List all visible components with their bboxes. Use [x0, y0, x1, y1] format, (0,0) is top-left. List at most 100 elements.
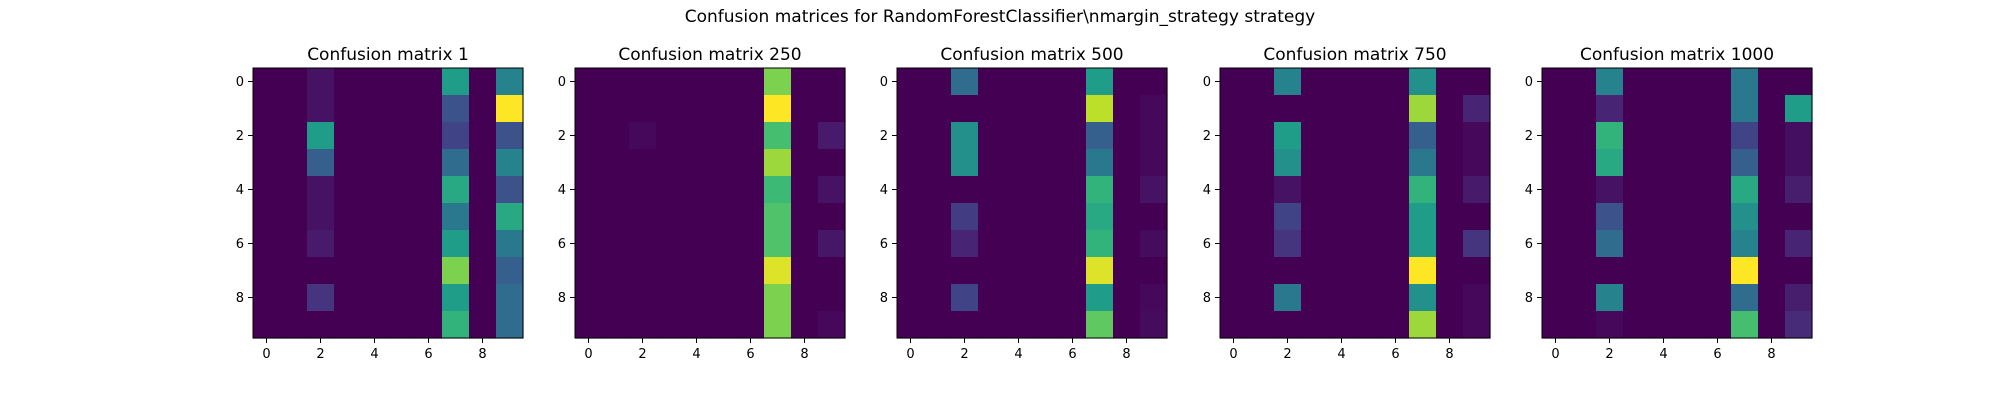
heatmap-cell: [1596, 311, 1624, 339]
heatmap-cell: [737, 284, 765, 312]
heatmap-cell: [1704, 95, 1732, 123]
y-tick-label: 2: [1203, 129, 1211, 144]
heatmap-cell: [683, 230, 711, 258]
heatmap-cell: [683, 176, 711, 204]
y-tick-label: 2: [1525, 129, 1533, 144]
heatmap-cell: [1677, 95, 1705, 123]
heatmap-cell: [1542, 176, 1570, 204]
heatmap-cell: [1704, 122, 1732, 150]
heatmap-cell: [1623, 122, 1651, 150]
heatmap-cell: [253, 284, 281, 312]
heatmap-cell: [388, 257, 416, 285]
heatmap-cell: [1677, 284, 1705, 312]
heatmap-cell: [683, 311, 711, 339]
heatmap-cell: [442, 257, 470, 285]
heatmap-cell: [307, 68, 335, 96]
x-tick-label: 0: [262, 347, 270, 362]
heatmap-cell: [307, 230, 335, 258]
heatmap-cell: [656, 203, 684, 231]
heatmap-cell: [1220, 284, 1248, 312]
heatmap-cell: [1140, 257, 1168, 285]
heatmap-cell: [1220, 257, 1248, 285]
heatmap-cell: [1409, 68, 1437, 96]
heatmap-cell: [951, 203, 979, 231]
heatmap-cell: [253, 149, 281, 177]
heatmap-cell: [1005, 230, 1033, 258]
heatmap-cell: [1274, 203, 1302, 231]
heatmap-cell: [280, 230, 308, 258]
heatmap-cell: [1220, 230, 1248, 258]
matrix-title: Confusion matrix 750: [1263, 45, 1446, 65]
heatmap-cell: [1569, 68, 1597, 96]
y-tick-label: 8: [1525, 291, 1533, 306]
x-tick-label: 4: [1659, 347, 1667, 362]
x-tick-label: 2: [1605, 347, 1613, 362]
heatmap-cell: [1569, 203, 1597, 231]
heatmap-cell: [415, 230, 443, 258]
heatmap-cell: [629, 203, 657, 231]
heatmap-cell: [307, 149, 335, 177]
heatmap-cell: [1785, 176, 1813, 204]
heatmap-cell: [1596, 284, 1624, 312]
heatmap-cell: [897, 203, 925, 231]
heatmap-cell: [388, 203, 416, 231]
heatmap-cell: [1704, 203, 1732, 231]
heatmap-cell: [1032, 122, 1060, 150]
heatmap-cell: [1059, 311, 1087, 339]
heatmap-cell: [602, 284, 630, 312]
heatmap-cell: [1569, 122, 1597, 150]
heatmap-cell: [442, 203, 470, 231]
heatmap-cell: [280, 311, 308, 339]
heatmap-cell: [818, 284, 846, 312]
heatmap-cell: [656, 284, 684, 312]
heatmap-cell: [602, 230, 630, 258]
heatmap-cell: [1086, 122, 1114, 150]
heatmap-cell: [1355, 68, 1383, 96]
y-tick-label: 8: [236, 291, 244, 306]
heatmap-cell: [897, 149, 925, 177]
heatmap-cell: [1355, 95, 1383, 123]
heatmap-cell: [1785, 284, 1813, 312]
heatmap-cell: [978, 284, 1006, 312]
heatmap-cell: [1650, 68, 1678, 96]
heatmap-cell: [1140, 149, 1168, 177]
heatmap-cell: [1355, 122, 1383, 150]
heatmap-cell: [575, 311, 603, 339]
heatmap-cell: [1409, 203, 1437, 231]
heatmap-cell: [629, 122, 657, 150]
heatmap-cell: [1542, 311, 1570, 339]
heatmap-cell: [469, 68, 497, 96]
heatmap-cell: [1785, 203, 1813, 231]
heatmap-cell: [924, 284, 952, 312]
y-tick-label: 4: [236, 183, 244, 198]
heatmap-cell: [334, 68, 362, 96]
heatmap-cell: [361, 230, 389, 258]
x-tick-label: 8: [1122, 347, 1130, 362]
heatmap-cell: [496, 257, 524, 285]
axes-frame: [896, 67, 1168, 339]
heatmap-cell: [737, 257, 765, 285]
heatmap-cell: [1301, 257, 1329, 285]
heatmap-cell: [1113, 68, 1141, 96]
y-tick-label: 8: [1203, 291, 1211, 306]
x-tick-label: 2: [1283, 347, 1291, 362]
heatmap-cell: [1596, 176, 1624, 204]
heatmap-cell: [442, 68, 470, 96]
heatmap-cell: [388, 149, 416, 177]
heatmap-cell: [1785, 68, 1813, 96]
heatmap-cell: [1758, 95, 1786, 123]
heatmap-cell: [764, 257, 792, 285]
heatmap-cell: [1436, 95, 1464, 123]
heatmap-cell: [897, 68, 925, 96]
heatmap-cell: [1274, 95, 1302, 123]
heatmap-cell: [897, 230, 925, 258]
heatmap-cell: [951, 95, 979, 123]
heatmap-cell: [1382, 68, 1410, 96]
heatmap-cell: [1140, 68, 1168, 96]
heatmap-cell: [1704, 68, 1732, 96]
heatmap-cell: [737, 95, 765, 123]
heatmap-cell: [951, 68, 979, 96]
x-tick-label: 0: [1229, 347, 1237, 362]
heatmap-cell: [1542, 203, 1570, 231]
heatmap-cell: [764, 284, 792, 312]
